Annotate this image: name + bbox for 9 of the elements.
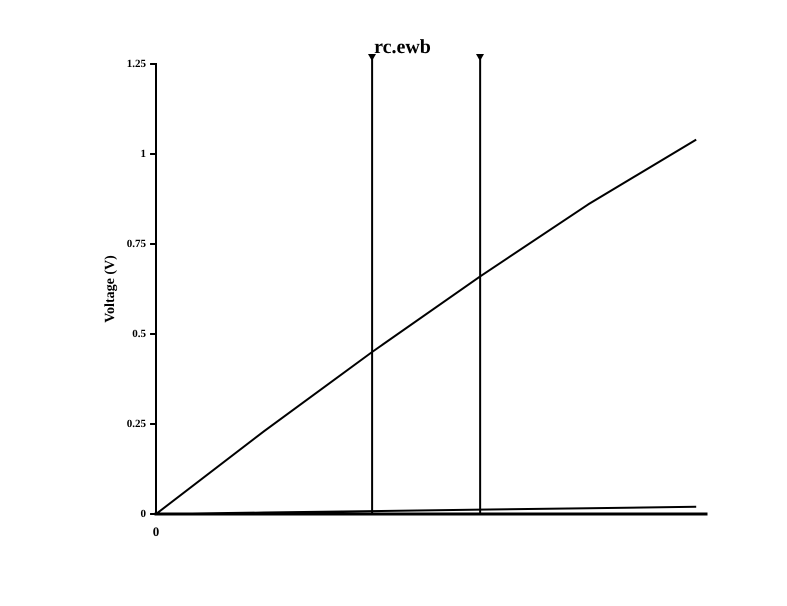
y-axis-title: Voltage (V) — [103, 254, 118, 323]
y-tick-label: 1.25 — [126, 58, 147, 70]
y-tick-label: 0.25 — [126, 418, 147, 430]
y-tick-label: 0.5 — [132, 328, 147, 340]
text: 0 — [152, 524, 160, 539]
y-tick-label: 0 — [140, 508, 147, 520]
chart-title: rc.ewb — [374, 36, 431, 58]
y-tick-label: 1 — [140, 148, 146, 160]
y-tick-label: 0.75 — [126, 238, 147, 250]
